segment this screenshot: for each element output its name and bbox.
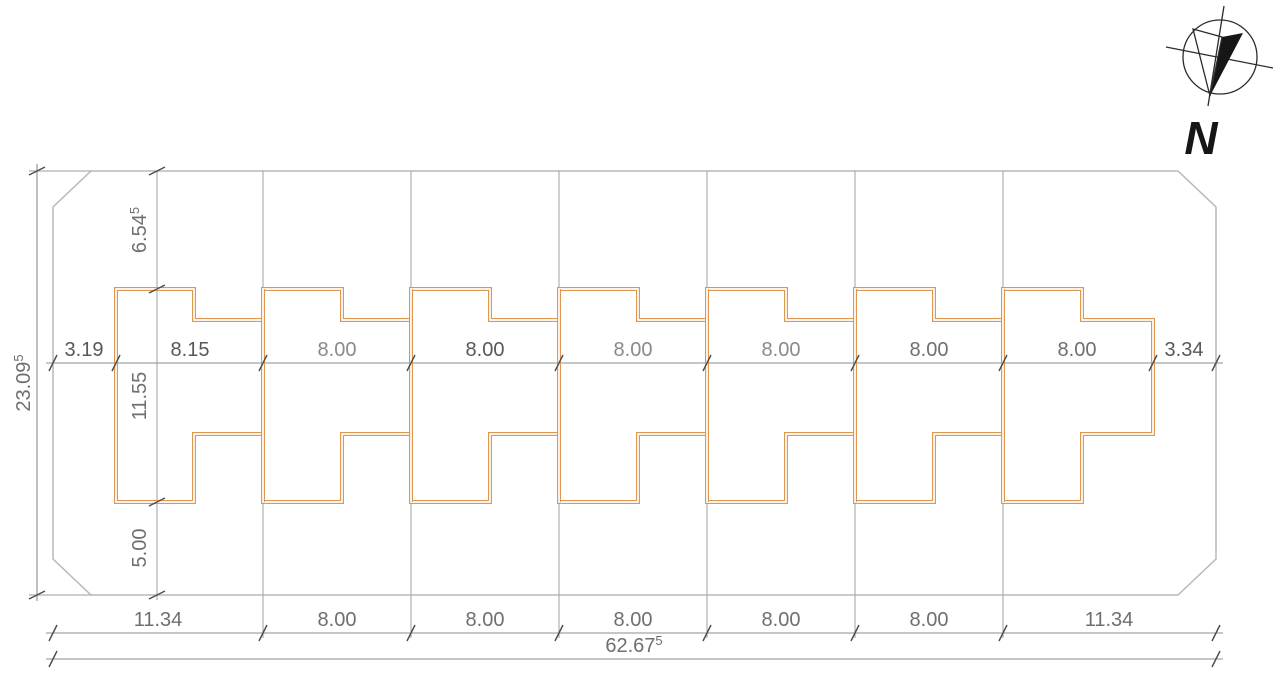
- dimension-label: 3.19: [65, 339, 104, 361]
- dimension-tick: [1211, 354, 1221, 372]
- north-label: N: [1184, 112, 1218, 164]
- dimension-tick: [1211, 650, 1221, 668]
- depth-segment-label: 5.00: [129, 529, 151, 568]
- dimension-label: 8.00: [1058, 339, 1097, 361]
- unit-width-labels: 3.19 8.15 8.00 8.00 8.00 8.00 8.00 8.00 …: [65, 339, 1204, 361]
- depth-segment-label: 11.55: [129, 372, 151, 421]
- lot-width-labels: 11.34 8.00 8.00 8.00 8.00 8.00 11.34: [134, 609, 1134, 631]
- compass-needle-icon: [1210, 33, 1243, 96]
- bottom-dimension-ticks: [48, 624, 1221, 642]
- dimension-tick: [1211, 624, 1221, 642]
- dimension-tick: [258, 624, 268, 642]
- dimension-label: 8.00: [614, 339, 653, 361]
- dimension-label: 8.00: [318, 339, 357, 361]
- dimension-label: 8.00: [762, 339, 801, 361]
- dimension-tick: [702, 354, 712, 372]
- middle-dimension-ticks: [48, 354, 1221, 372]
- dimension-tick: [48, 650, 58, 668]
- dimension-label: 11.34: [1085, 609, 1134, 631]
- site-boundary: [52, 170, 1217, 596]
- dimension-tick: [258, 354, 268, 372]
- depth-segment-label: 6.545: [127, 207, 151, 253]
- dimension-label: 11.34: [134, 609, 183, 631]
- dimension-tick: [148, 166, 166, 176]
- building-row: [114, 287, 1155, 504]
- compass-circle: [1182, 19, 1258, 95]
- site-depth-label: 23.095: [11, 354, 35, 411]
- dimension-tick: [406, 354, 416, 372]
- dimension-tick: [148, 590, 166, 600]
- total-width-label: 62.675: [605, 633, 662, 657]
- dimension-tick: [554, 354, 564, 372]
- compass-needle-outline: [1192, 28, 1223, 97]
- dimension-tick: [850, 354, 860, 372]
- dimension-tick: [850, 624, 860, 642]
- dimension-tick: [48, 624, 58, 642]
- dimension-tick: [702, 624, 712, 642]
- dimension-tick: [998, 624, 1008, 642]
- dimension-label: 8.15: [171, 339, 210, 361]
- depth-dimension-ticks: [148, 166, 166, 600]
- dimension-tick: [1148, 354, 1158, 372]
- dimension-label: 8.00: [466, 609, 505, 631]
- dimension-label: 8.00: [614, 609, 653, 631]
- north-compass-icon: [1165, 5, 1274, 107]
- dimension-label: 8.00: [762, 609, 801, 631]
- dimension-label: 8.00: [318, 609, 357, 631]
- dimension-label: 8.00: [466, 339, 505, 361]
- dimension-label: 8.00: [910, 339, 949, 361]
- dimension-tick: [998, 354, 1008, 372]
- party-walls-core: [262, 289, 1004, 502]
- dimension-tick: [148, 497, 166, 507]
- building-outline: [114, 287, 1155, 504]
- dimension-tick: [554, 624, 564, 642]
- dimension-tick: [111, 354, 121, 372]
- total-dimension-ticks: [48, 650, 1221, 668]
- dimension-tick: [48, 354, 58, 372]
- dimension-tick: [406, 624, 416, 642]
- dimension-tick: [28, 166, 46, 176]
- left-dimension-ticks: [28, 166, 46, 600]
- building-outline-core: [115, 288, 1154, 503]
- dimension-label: 8.00: [910, 609, 949, 631]
- dimension-tick: [148, 284, 166, 294]
- compass-axis-vertical: [1207, 5, 1225, 107]
- dimension-tick: [28, 590, 46, 600]
- dimension-label: 3.34: [1165, 339, 1204, 361]
